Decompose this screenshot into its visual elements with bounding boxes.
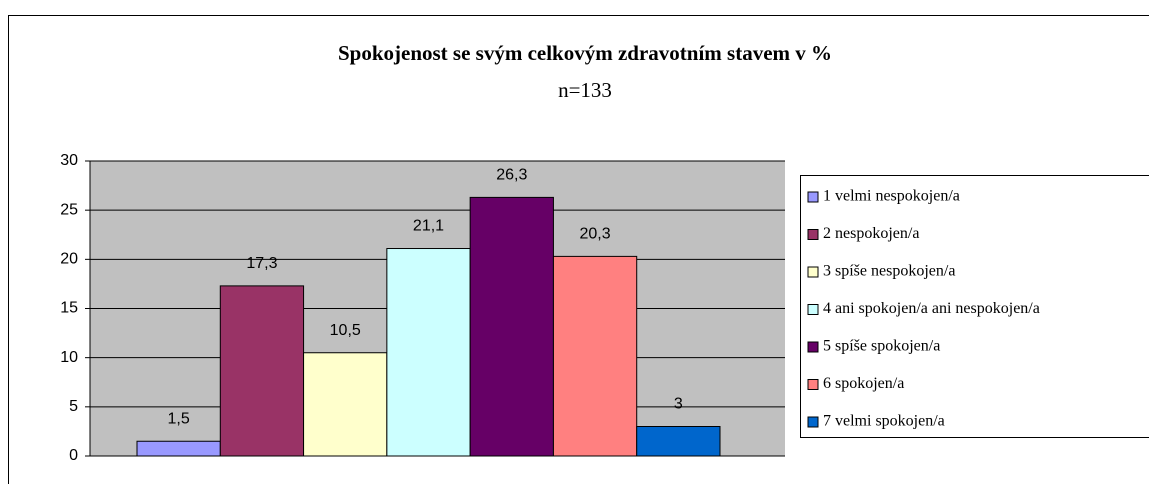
legend-label: 5 spíše spokojen/a (823, 338, 940, 355)
y-tick-label: 25 (60, 201, 78, 218)
legend-label: 4 ani spokojen/a ani nespokojen/a (823, 300, 1040, 317)
legend-label: 1 velmi nespokojen/a (823, 188, 960, 205)
bar (303, 352, 388, 457)
bar (552, 255, 638, 457)
legend-label: 6 spokojen/a (823, 375, 904, 392)
data-label: 3 (674, 396, 683, 413)
legend (800, 175, 1149, 438)
data-label: 1,5 (168, 410, 190, 427)
bar (219, 285, 305, 457)
bar (636, 426, 721, 457)
y-tick-label: 30 (60, 152, 78, 169)
bar (386, 248, 471, 457)
legend-swatch (807, 229, 819, 240)
data-label: 10,5 (330, 322, 361, 339)
data-label: 21,1 (413, 218, 444, 235)
legend-swatch (807, 266, 819, 278)
bar (469, 196, 554, 457)
legend-swatch (807, 379, 819, 390)
legend-label: 7 velmi spokojen/a (823, 413, 945, 430)
legend-label: 3 spíše nespokojen/a (823, 263, 955, 280)
bar (136, 440, 221, 457)
y-tick-label: 10 (60, 349, 78, 366)
legend-swatch (807, 304, 819, 315)
legend-swatch (807, 191, 819, 203)
data-label: 26,3 (496, 167, 527, 184)
data-label: 20,3 (580, 226, 611, 243)
legend-swatch (807, 416, 819, 428)
chart-subtitle: n=133 (558, 78, 612, 102)
chart-title: Spokojenost se svým celkovým zdravotním … (338, 41, 832, 65)
y-tick-label: 20 (60, 251, 78, 268)
data-label: 17,3 (246, 255, 277, 272)
legend-swatch (807, 341, 819, 353)
y-tick-label: 15 (60, 300, 78, 317)
y-tick-label: 5 (69, 398, 78, 415)
legend-label: 2 nespokojen/a (823, 225, 919, 242)
y-tick-label: 0 (69, 447, 78, 464)
